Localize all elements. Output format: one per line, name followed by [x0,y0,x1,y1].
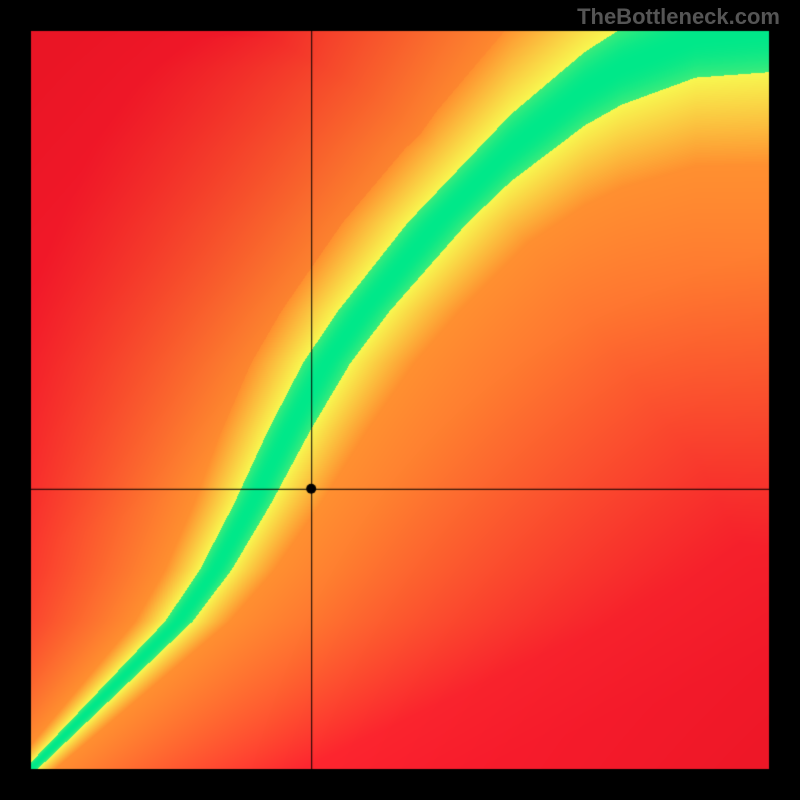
chart-container: TheBottleneck.com [0,0,800,800]
watermark-text: TheBottleneck.com [577,4,780,30]
bottleneck-heatmap [0,0,800,800]
